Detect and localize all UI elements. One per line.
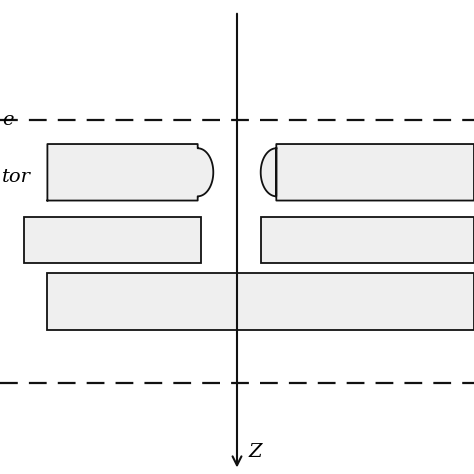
Polygon shape [198,144,213,201]
Polygon shape [261,144,276,201]
Bar [276,144,474,201]
Text: tor: tor [2,168,31,186]
Bar [47,273,474,330]
Text: e: e [2,111,14,129]
Bar [261,217,474,263]
Bar [47,144,198,201]
Bar [24,217,201,263]
Text: Z: Z [249,443,262,461]
